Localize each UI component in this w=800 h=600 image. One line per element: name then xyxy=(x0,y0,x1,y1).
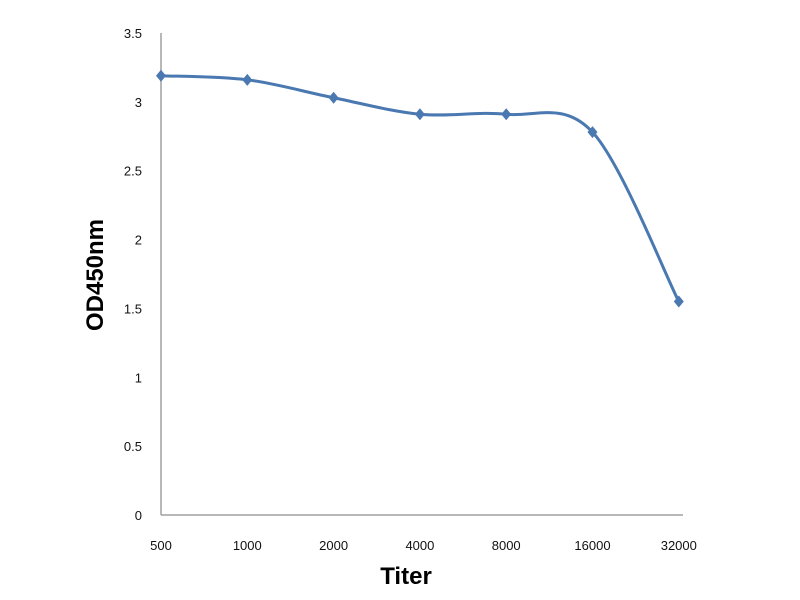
x-tick-label: 2000 xyxy=(319,538,348,553)
series-markers xyxy=(156,69,684,308)
y-axis-title: OD450nm xyxy=(82,219,109,331)
x-tick-label: 8000 xyxy=(492,538,521,553)
y-tick-label: 1 xyxy=(135,370,142,385)
y-tick-label: 3.5 xyxy=(124,26,142,41)
y-tick-label: 2 xyxy=(135,233,142,248)
y-tick-label: 3 xyxy=(135,95,142,110)
x-tick-label: 4000 xyxy=(405,538,434,553)
y-tick-labels: 0 0.5 1 1.5 2 2.5 3 3.5 xyxy=(124,26,142,523)
data-point-marker xyxy=(242,73,253,86)
data-point-marker xyxy=(501,108,512,121)
x-tick-label: 16000 xyxy=(574,538,610,553)
axes xyxy=(160,33,683,516)
x-tick-label: 1000 xyxy=(233,538,262,553)
y-tick-label: 0.5 xyxy=(124,439,142,454)
y-tick-label: 1.5 xyxy=(124,301,142,316)
x-tick-labels: 500 1000 2000 4000 8000 16000 32000 xyxy=(150,538,697,553)
y-tick-label: 0 xyxy=(135,508,142,523)
y-tick-label: 2.5 xyxy=(124,164,142,179)
x-tick-label: 32000 xyxy=(661,538,697,553)
data-point-marker xyxy=(414,108,425,121)
data-point-marker xyxy=(156,69,166,82)
data-point-marker xyxy=(673,295,684,308)
x-tick-label: 500 xyxy=(150,538,172,553)
data-point-marker xyxy=(587,126,598,139)
data-point-marker xyxy=(328,91,339,104)
x-axis-title: Titer xyxy=(380,563,432,590)
